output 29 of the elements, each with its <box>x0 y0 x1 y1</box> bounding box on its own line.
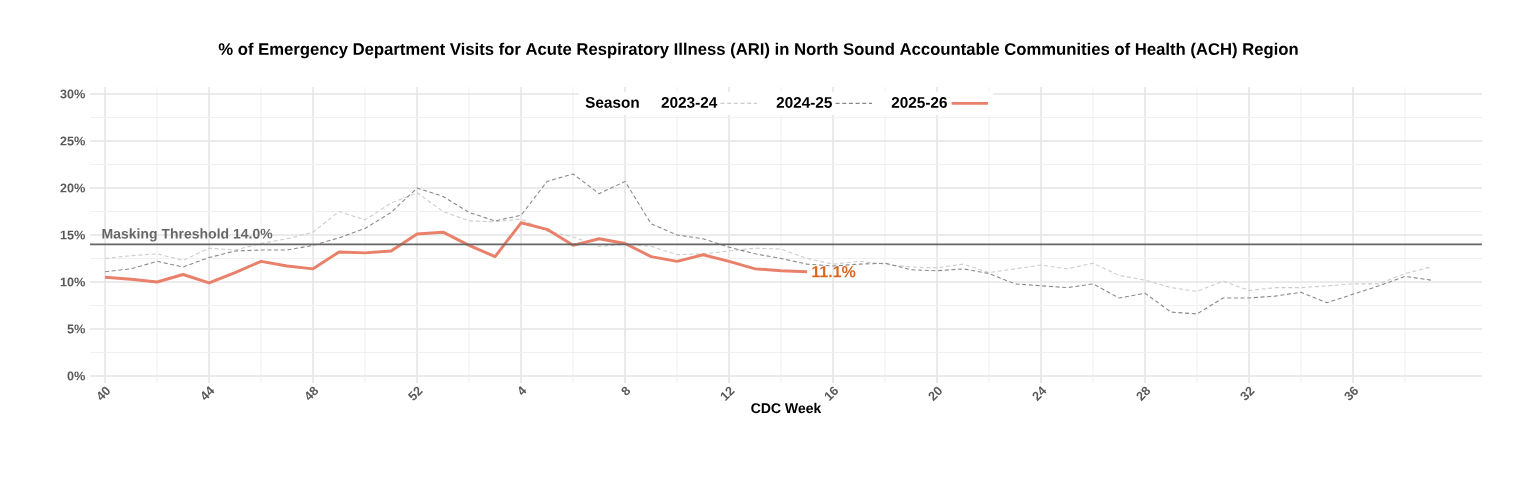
legend-title: Season <box>585 97 639 108</box>
legend-label: 2024-25 <box>776 97 832 108</box>
line-series <box>103 221 809 285</box>
x-tick-label: 40 <box>97 386 110 401</box>
x-tick-label: 48 <box>305 386 319 401</box>
chart-title: % of Emergency Department Visits for Acute Respiratory Illness (ARI) in North Sound Accountable Communities of Health (ACH) Region <box>218 42 1298 59</box>
x-tick-label: 52 <box>407 386 423 401</box>
y-tick-label: 15% <box>60 230 85 240</box>
ref-line-label: Masking Threshold 14.0% <box>102 228 273 242</box>
x-tick-label: 32 <box>1240 386 1255 401</box>
x-tick-label: 8 <box>621 386 631 396</box>
x-tick-label: 20 <box>928 386 942 402</box>
x-tick-label: 24 <box>1032 386 1047 402</box>
x-axis-title: CDC Week <box>751 402 822 414</box>
y-tick-label: 25% <box>60 136 85 146</box>
legend-label: 2023-24 <box>661 97 718 108</box>
y-tick-label: 30% <box>60 89 85 99</box>
legend-label: 2025-26 <box>891 97 947 108</box>
x-tick-label: 12 <box>720 386 735 401</box>
y-tick-label: 20% <box>60 183 85 193</box>
y-tick-label: 10% <box>60 277 85 287</box>
y-tick-label: 0% <box>67 371 85 381</box>
x-tick-label: 28 <box>1136 386 1151 402</box>
x-tick-label: 16 <box>824 386 838 401</box>
x-tick-label: 4 <box>518 386 527 396</box>
annotation: 11.1% <box>812 266 856 278</box>
x-tick-label: 36 <box>1344 386 1358 401</box>
y-tick-label: 5% <box>67 324 85 334</box>
x-tick-label: 44 <box>201 386 215 401</box>
